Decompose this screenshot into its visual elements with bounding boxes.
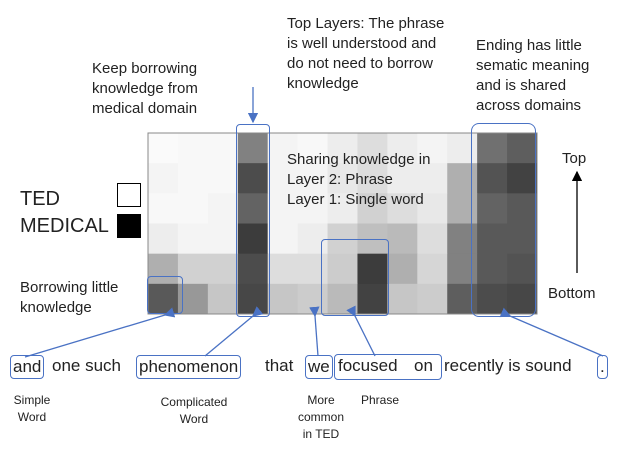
heat-cell-r5-c2: [207, 283, 239, 314]
heat-cell-r2-c1: [177, 193, 209, 224]
legend-medical-label: MEDICAL: [20, 215, 109, 237]
heat-cell-r3-c8: [387, 223, 418, 255]
heat-cell-r3-c0: [148, 223, 179, 255]
heat-cell-r1-c1: [177, 163, 209, 194]
box-phrase-cells: [321, 239, 389, 316]
heat-cell-r0-c0: [148, 133, 179, 164]
heat-cell-r0-c2: [207, 133, 239, 164]
heat-cell-r3-c1: [177, 223, 209, 255]
heat-cell-r0-c1: [177, 133, 209, 164]
word-we: we: [305, 355, 333, 379]
heat-cell-r5-c8: [387, 283, 418, 314]
note-top-layers: Top Layers: The phrase is well understoo…: [287, 15, 445, 92]
heat-cell-r4-c2: [207, 253, 239, 285]
arrow-phenomenon: [204, 306, 264, 357]
word-that: that: [265, 356, 294, 375]
word-one-such: one such: [52, 356, 121, 375]
heat-cell-r5-c4: [267, 283, 299, 314]
legend-medical-swatch: [117, 214, 141, 238]
word-period: .: [597, 355, 608, 379]
word-recently-is-sound: recently is sound: [444, 356, 572, 375]
label-more-common: More common in TED: [297, 393, 344, 441]
label-top: Top: [562, 150, 587, 167]
word-and: and: [10, 355, 45, 379]
label-simple-word: Simple Word: [13, 393, 51, 424]
arrow-period: [499, 307, 604, 357]
label-complicated-word: Complicated Word: [160, 395, 228, 426]
label-phrase: Phrase: [360, 393, 400, 407]
note-sharing: Sharing knowledge in Layer 2: Phrase Lay…: [287, 151, 431, 208]
heat-cell-r2-c2: [207, 193, 239, 224]
note-ending: Ending has little sematic meaning and is…: [476, 37, 590, 114]
heat-cell-r4-c4: [267, 253, 299, 285]
arrow-and: [24, 307, 176, 358]
legend-ted-swatch: [117, 183, 141, 207]
heat-cell-r2-c0: [148, 193, 179, 224]
box-simple-word-cell: [147, 276, 183, 314]
heat-cell-r4-c8: [387, 253, 418, 285]
note-borrowing-little: Borrowing little knowledge: [20, 279, 119, 316]
word-phenomenon: phenomenon: [136, 355, 242, 379]
arrow-we: [309, 306, 320, 357]
heat-cell-r3-c9: [417, 223, 448, 255]
heat-cell-r1-c2: [207, 163, 239, 194]
heat-cell-r4-c9: [417, 253, 448, 285]
heat-cell-r1-c0: [148, 163, 179, 194]
heat-cell-r3-c2: [207, 223, 239, 255]
heat-cell-r3-c4: [267, 223, 299, 255]
legend-ted-label: TED: [20, 188, 60, 210]
box-medical-column: [236, 124, 270, 317]
word-on: on: [414, 356, 433, 375]
note-keep-borrowing: Keep borrowing knowledge from medical do…: [92, 60, 198, 117]
heat-cell-r5-c9: [417, 283, 448, 314]
phrase-focused-on-box: [334, 354, 442, 380]
word-focused: focused: [338, 356, 398, 375]
label-bottom: Bottom: [548, 285, 596, 302]
arrow-focused-on: [346, 305, 376, 357]
box-ending-columns: [471, 123, 536, 317]
